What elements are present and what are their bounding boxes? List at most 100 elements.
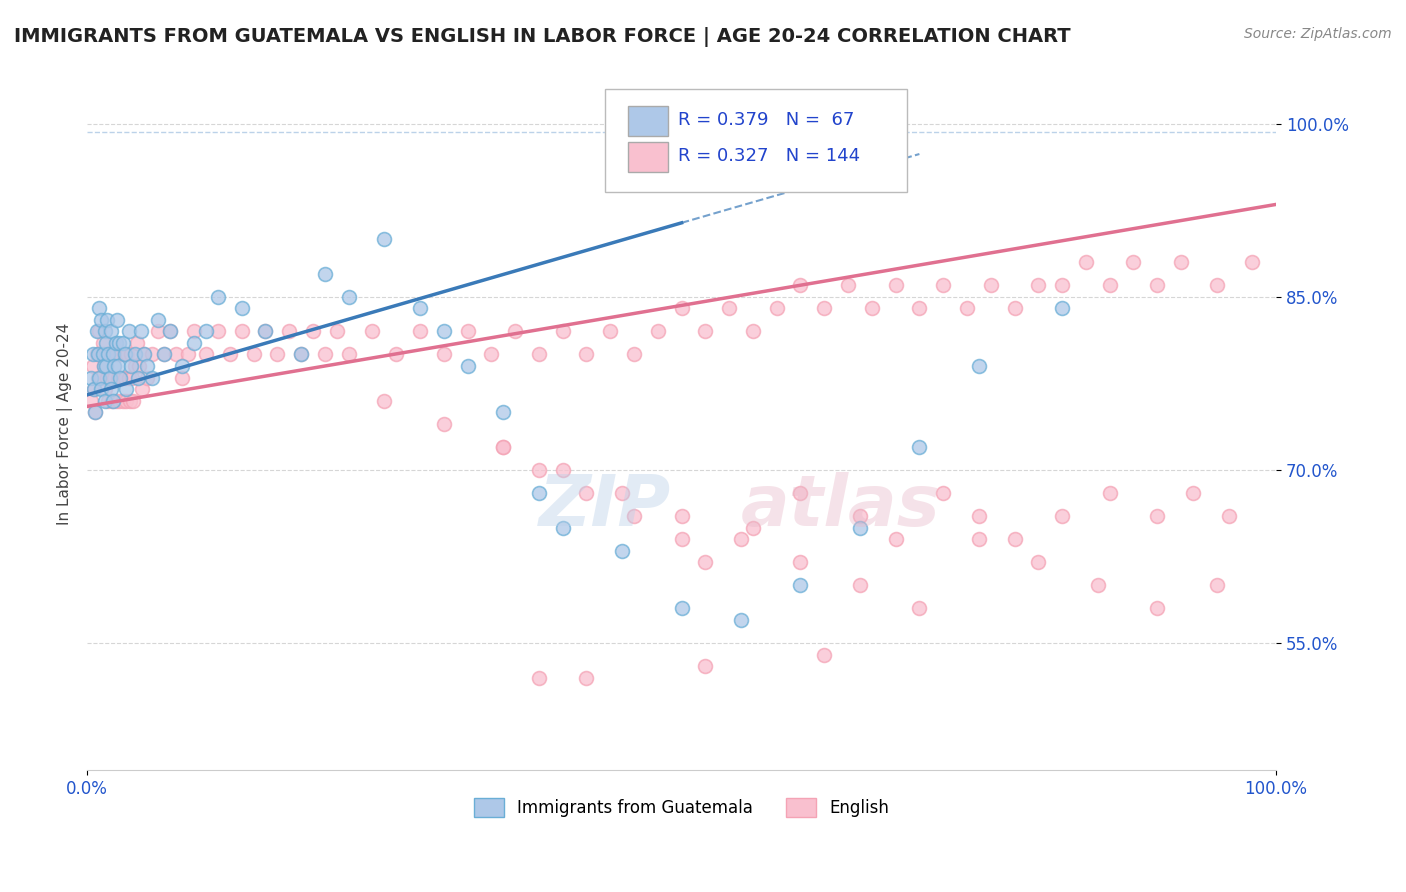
Point (153, 347, 176, 361)
Point (91, 347, 114, 361)
Point (108, 393, 131, 408)
Point (118, 393, 141, 408)
Point (84, 405, 107, 419)
Point (695, 555, 717, 569)
Point (165, 347, 187, 361)
Point (385, 347, 408, 361)
Point (111, 335, 134, 350)
Point (1205, 578, 1227, 592)
Point (980, 278, 1002, 293)
Point (409, 301, 432, 316)
Point (623, 509, 645, 524)
Point (131, 382, 153, 396)
Point (932, 278, 955, 293)
Point (117, 347, 139, 361)
Point (492, 440, 515, 454)
Point (314, 347, 336, 361)
Point (433, 347, 456, 361)
Point (575, 486, 598, 500)
Point (527, 671, 550, 685)
Point (849, 578, 872, 592)
Point (314, 267, 336, 281)
Point (373, 393, 395, 408)
Point (159, 324, 181, 338)
Point (1122, 255, 1144, 269)
Point (93, 359, 115, 373)
Point (111, 393, 134, 408)
Point (1004, 532, 1026, 546)
Point (884, 278, 907, 293)
Point (96, 370, 118, 384)
Point (125, 335, 148, 350)
Text: atlas: atlas (741, 473, 941, 541)
Point (575, 347, 598, 361)
Point (98, 370, 121, 384)
Text: ZIP: ZIP (538, 473, 671, 541)
Point (82, 347, 104, 361)
Point (103, 370, 125, 384)
Point (148, 324, 170, 338)
Point (93, 359, 115, 373)
Point (207, 324, 229, 338)
Point (860, 301, 883, 316)
Point (89, 347, 111, 361)
Point (492, 405, 515, 419)
Point (90, 313, 112, 327)
Point (647, 324, 669, 338)
Point (326, 324, 349, 338)
Point (100, 382, 122, 396)
Point (1146, 509, 1168, 524)
Point (114, 347, 136, 361)
Point (103, 347, 125, 361)
Point (110, 370, 132, 384)
Point (134, 347, 156, 361)
Point (789, 278, 811, 293)
Point (730, 613, 752, 627)
Point (148, 313, 170, 327)
Point (1050, 301, 1073, 316)
Point (96, 313, 118, 327)
Point (108, 335, 131, 350)
Point (908, 440, 931, 454)
Point (789, 555, 811, 569)
Point (128, 359, 150, 373)
Point (1098, 486, 1121, 500)
Point (254, 324, 277, 338)
Point (599, 324, 621, 338)
Point (115, 382, 138, 396)
Point (153, 347, 176, 361)
Point (932, 486, 955, 500)
Point (765, 301, 787, 316)
Point (194, 347, 217, 361)
Text: R = 0.379   N =  67: R = 0.379 N = 67 (678, 112, 853, 129)
Point (849, 509, 872, 524)
Point (124, 347, 146, 361)
Point (90, 370, 112, 384)
Point (127, 370, 149, 384)
Point (100, 324, 122, 338)
Point (433, 324, 456, 338)
Point (104, 393, 127, 408)
Point (742, 324, 765, 338)
Point (1170, 255, 1192, 269)
Point (1146, 278, 1168, 293)
Point (575, 671, 598, 685)
Point (695, 324, 717, 338)
Point (813, 648, 835, 662)
Point (110, 370, 132, 384)
Point (492, 440, 515, 454)
Point (231, 324, 253, 338)
Point (527, 347, 550, 361)
Point (218, 347, 240, 361)
Point (789, 578, 811, 592)
Point (695, 659, 717, 673)
Point (527, 486, 550, 500)
Point (207, 290, 229, 304)
Point (90, 382, 112, 396)
Point (337, 347, 360, 361)
Point (172, 370, 194, 384)
Point (97, 347, 120, 361)
Point (177, 347, 200, 361)
Point (114, 370, 136, 384)
Point (107, 370, 129, 384)
